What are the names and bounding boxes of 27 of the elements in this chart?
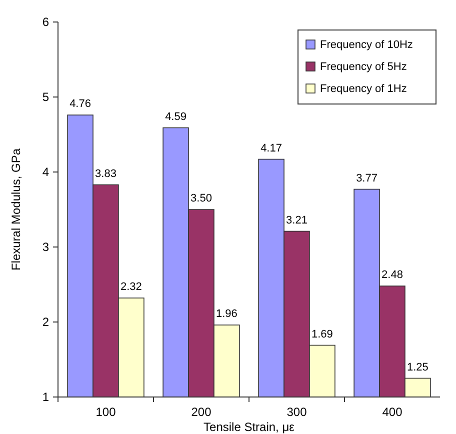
x-axis-title: Tensile Strain, με	[204, 420, 296, 434]
data-label: 3.21	[286, 214, 308, 226]
y-tick-label: 2	[42, 315, 50, 330]
y-tick-label: 1	[42, 390, 50, 404]
data-label: 4.59	[165, 110, 186, 123]
y-tick-label: 5	[42, 90, 50, 104]
data-label: 2.48	[382, 269, 403, 281]
data-label: 1.25	[407, 361, 428, 374]
legend-label: Frequency of 5Hz	[320, 61, 407, 73]
data-label: 1.69	[312, 328, 333, 340]
legend-label: Frequency of 10Hz	[320, 39, 413, 51]
data-label: 4.17	[260, 142, 282, 154]
data-label: 3.83	[95, 168, 116, 180]
y-tick-label: 3	[42, 240, 50, 254]
y-tick-label: 6	[42, 15, 50, 30]
data-label: 3.77	[356, 172, 378, 184]
x-tick-label: 200	[191, 405, 212, 419]
x-tick-label: 100	[96, 405, 116, 419]
data-label: 2.32	[120, 281, 142, 293]
data-label: 3.50	[190, 192, 212, 204]
legend-label: Frequency of 1Hz	[320, 83, 407, 95]
x-tick-label: 300	[286, 405, 308, 419]
data-label: 4.76	[70, 98, 91, 110]
y-tick-label: 4	[42, 165, 50, 180]
x-tick-label: 400	[382, 405, 403, 419]
y-axis-title: Flexural Modulus, GPa	[9, 148, 23, 271]
data-label: 1.96	[216, 308, 238, 320]
